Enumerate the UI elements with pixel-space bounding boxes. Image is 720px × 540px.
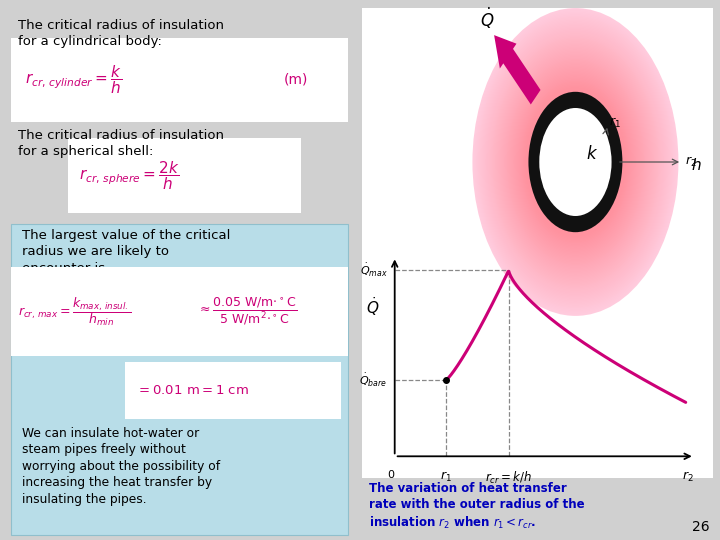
Circle shape <box>474 11 677 313</box>
Circle shape <box>486 28 665 296</box>
Circle shape <box>500 50 650 274</box>
Circle shape <box>512 68 639 256</box>
Text: $r_{cr,\,sphere} = \dfrac{2k}{h}$: $r_{cr,\,sphere} = \dfrac{2k}{h}$ <box>79 159 179 192</box>
Circle shape <box>494 40 657 284</box>
Circle shape <box>516 73 635 251</box>
FancyBboxPatch shape <box>11 224 348 535</box>
Circle shape <box>480 19 671 305</box>
Text: $r_2$: $r_2$ <box>682 470 693 484</box>
Circle shape <box>510 65 641 259</box>
Circle shape <box>483 24 667 300</box>
FancyBboxPatch shape <box>11 38 348 122</box>
Circle shape <box>518 76 634 248</box>
Circle shape <box>518 77 632 247</box>
Text: The largest value of the critical
radius we are likely to
encounter is: The largest value of the critical radius… <box>22 230 230 274</box>
Circle shape <box>508 62 642 262</box>
Circle shape <box>490 33 661 291</box>
Circle shape <box>479 17 672 307</box>
Circle shape <box>504 56 647 268</box>
Circle shape <box>521 81 629 243</box>
Text: $r_1$: $r_1$ <box>608 116 621 130</box>
Circle shape <box>501 51 649 273</box>
Text: $= 0.01\ \mathrm{m} = 1\ \mathrm{cm}$: $= 0.01\ \mathrm{m} = 1\ \mathrm{cm}$ <box>136 384 249 397</box>
Circle shape <box>521 79 631 244</box>
Text: $h$: $h$ <box>691 157 702 173</box>
Circle shape <box>492 38 659 286</box>
Text: The critical radius of insulation
for a spherical shell:: The critical radius of insulation for a … <box>18 129 224 158</box>
Circle shape <box>522 82 629 241</box>
Circle shape <box>478 16 673 308</box>
Circle shape <box>513 69 638 255</box>
Circle shape <box>477 15 674 309</box>
Circle shape <box>493 39 657 285</box>
Text: $r_{cr}=k/h$: $r_{cr}=k/h$ <box>485 470 532 486</box>
Circle shape <box>526 87 625 237</box>
Circle shape <box>487 30 664 294</box>
Text: (m): (m) <box>283 73 307 87</box>
Circle shape <box>495 42 656 282</box>
Text: We can insulate hot-water or
steam pipes freely without
worrying about the possi: We can insulate hot-water or steam pipes… <box>22 427 220 505</box>
Circle shape <box>482 23 668 301</box>
Circle shape <box>528 92 622 232</box>
Circle shape <box>506 58 645 266</box>
Text: $\approx \dfrac{0.05\ \mathrm{W/m{\cdot}^\circ C}}{5\ \mathrm{W/m^2{\cdot}^\circ: $\approx \dfrac{0.05\ \mathrm{W/m{\cdot}… <box>197 296 297 327</box>
Circle shape <box>472 8 678 316</box>
FancyArrow shape <box>494 35 541 104</box>
Circle shape <box>500 49 652 275</box>
Circle shape <box>539 108 611 216</box>
Circle shape <box>484 25 667 298</box>
Text: The critical radius of insulation
for a cylindrical body:: The critical radius of insulation for a … <box>18 19 224 48</box>
Text: 26: 26 <box>691 519 709 534</box>
Circle shape <box>498 46 653 278</box>
FancyBboxPatch shape <box>11 267 348 356</box>
Text: The variation of heat transfer
rate with the outer radius of the
insulation $r_2: The variation of heat transfer rate with… <box>369 482 585 531</box>
Circle shape <box>514 70 637 254</box>
Circle shape <box>519 78 631 246</box>
Circle shape <box>485 27 666 297</box>
Circle shape <box>507 59 644 265</box>
Circle shape <box>496 43 655 281</box>
Circle shape <box>503 54 648 270</box>
Circle shape <box>487 31 663 293</box>
Circle shape <box>473 10 678 314</box>
Circle shape <box>499 47 652 276</box>
Circle shape <box>510 63 642 261</box>
Text: $\dot{Q}$: $\dot{Q}$ <box>480 6 494 31</box>
FancyBboxPatch shape <box>68 138 301 213</box>
Text: $r_{cr,\,max} = \dfrac{k_{max,\,insul.}}{h_{min}}$: $r_{cr,\,max} = \dfrac{k_{max,\,insul.}}… <box>18 295 132 328</box>
Circle shape <box>517 74 634 249</box>
Circle shape <box>482 22 670 302</box>
Circle shape <box>497 45 654 280</box>
Text: $r_1$: $r_1$ <box>440 470 451 484</box>
Circle shape <box>515 71 636 252</box>
Circle shape <box>490 35 660 289</box>
Circle shape <box>523 84 628 240</box>
Circle shape <box>476 14 675 310</box>
Text: $\dot{Q}_{bare}$: $\dot{Q}_{bare}$ <box>359 372 387 389</box>
Circle shape <box>491 36 660 287</box>
Circle shape <box>475 12 676 312</box>
Circle shape <box>508 60 643 263</box>
Circle shape <box>505 57 646 267</box>
Text: $k$: $k$ <box>585 145 598 163</box>
FancyBboxPatch shape <box>125 362 341 418</box>
FancyBboxPatch shape <box>362 8 713 478</box>
Circle shape <box>525 86 626 238</box>
Text: $\dot{Q}$: $\dot{Q}$ <box>366 295 379 318</box>
Circle shape <box>511 66 639 258</box>
Text: 0: 0 <box>387 470 395 480</box>
Circle shape <box>524 85 627 239</box>
Text: $r_2$: $r_2$ <box>685 155 697 169</box>
Circle shape <box>503 52 649 271</box>
Text: $r_{cr,\,cylinder} = \dfrac{k}{h}$: $r_{cr,\,cylinder} = \dfrac{k}{h}$ <box>25 64 122 96</box>
Circle shape <box>489 32 662 292</box>
Circle shape <box>480 20 670 303</box>
Text: $\dot{Q}_{max}$: $\dot{Q}_{max}$ <box>359 262 387 279</box>
